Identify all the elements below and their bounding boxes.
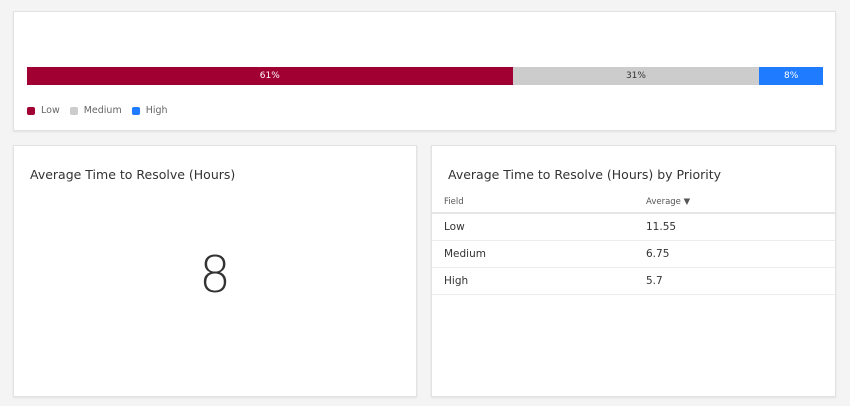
table-row: High 5.7 (432, 267, 835, 295)
legend-label: Low (41, 105, 60, 116)
bar-segment-high[interactable]: 8% (759, 67, 824, 85)
average-cell: 6.75 (646, 240, 835, 268)
column-label: Average (646, 197, 681, 207)
average-cell: 5.7 (646, 267, 835, 295)
legend-swatch (27, 106, 35, 115)
field-cell: High (432, 267, 646, 295)
legend-swatch (131, 106, 140, 115)
priority-distribution-widget: 61% 31% 8% Low Medium High (13, 11, 836, 131)
legend-item-high[interactable]: High (131, 105, 168, 116)
bar-segment-low[interactable]: 61% (27, 67, 513, 85)
sort-desc-icon[interactable]: ▼ (683, 197, 691, 207)
legend-label: Medium (83, 105, 122, 116)
column-header-field[interactable]: Field (432, 192, 646, 214)
field-cell: Medium (432, 240, 646, 268)
legend-swatch (69, 106, 78, 115)
widget-title: Average Time to Resolve (Hours) by Prior… (448, 167, 722, 182)
column-header-average[interactable]: Average ▼ (646, 192, 835, 214)
stacked-bar: 61% 31% 8% (27, 67, 824, 85)
legend-item-low[interactable]: Low (27, 105, 60, 116)
field-cell: Low (432, 213, 646, 241)
average-cell: 11.55 (646, 213, 835, 241)
table-row: Low 11.55 (432, 213, 835, 241)
widget-title: Average Time to Resolve (Hours) (30, 167, 236, 182)
average-by-priority-widget: Average Time to Resolve (Hours) by Prior… (431, 145, 836, 397)
legend: Low Medium High (27, 105, 168, 116)
priority-table: Field Average ▼ Low 11.55 Medium 6.75 High… (432, 192, 835, 295)
legend-label: High (145, 105, 168, 116)
legend-item-medium[interactable]: Medium (69, 105, 122, 116)
average-time-widget: Average Time to Resolve (Hours) 8 (13, 145, 417, 397)
metric-value: 8 (199, 246, 231, 304)
table-row: Medium 6.75 (432, 240, 835, 268)
bar-segment-medium[interactable]: 31% (512, 67, 760, 85)
